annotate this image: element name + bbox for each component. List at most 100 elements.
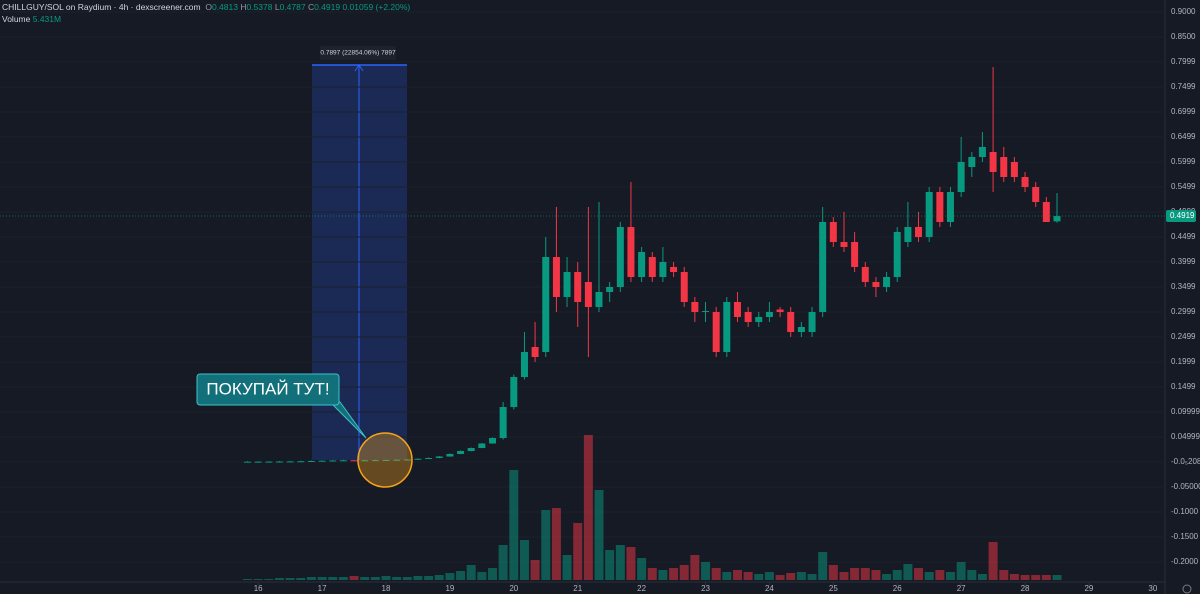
volume-bar [775, 575, 785, 580]
volume-bar [392, 577, 402, 580]
y-tick-label: 0.6499 [1171, 132, 1196, 141]
candle-body [595, 292, 603, 307]
volume-bar [882, 574, 892, 580]
candle-body [819, 222, 827, 312]
volume-bar [424, 576, 434, 580]
x-tick-label: 30 [1148, 584, 1157, 593]
candle-body [968, 157, 976, 167]
h-value: 0.5378 [246, 2, 273, 12]
candle-body [414, 458, 422, 460]
volume-bar [647, 568, 657, 580]
candle-body [329, 460, 337, 462]
y-tick-label: 0.3499 [1171, 282, 1196, 291]
candle-body [382, 460, 390, 461]
candle-body [1021, 177, 1029, 187]
volume-bar [977, 574, 987, 580]
candle-body [584, 282, 592, 307]
volume-bar [914, 568, 924, 580]
candle-body [787, 312, 795, 332]
x-tick-label: 17 [318, 584, 327, 593]
o-label: O [205, 2, 212, 12]
volume-bar [1009, 574, 1019, 580]
volume-bar [892, 570, 902, 580]
y-tick-label: 0.5999 [1171, 157, 1196, 166]
plot [0, 11, 1165, 580]
candle-body [1000, 157, 1008, 177]
volume-bar [530, 560, 540, 580]
volume-bar [626, 547, 636, 580]
measure-label-box [320, 46, 396, 60]
candle-body [435, 456, 443, 458]
candle-body [478, 443, 486, 448]
volume-bar [743, 572, 753, 580]
candle-body [275, 461, 283, 463]
candle-body [680, 272, 688, 302]
volume-bar [285, 578, 295, 580]
volume-bar [594, 490, 604, 580]
candle-body [883, 277, 891, 287]
volume-bar [360, 577, 370, 580]
candle-body [670, 267, 678, 272]
candle-body [733, 302, 741, 317]
volume-bar [669, 568, 679, 580]
candle-body [723, 302, 731, 352]
volume-bar [264, 579, 274, 580]
volume-bar [967, 570, 977, 580]
candle-body [861, 267, 869, 282]
candle-body [425, 458, 433, 459]
candle-body [616, 227, 624, 287]
y-tick-label: -0.0₅208 [1171, 457, 1200, 466]
candle-body [989, 152, 997, 172]
candle-body [510, 377, 518, 407]
candle-body [851, 242, 859, 267]
candle-body [1053, 216, 1061, 222]
settings-icon[interactable] [1182, 584, 1192, 594]
volume-bar [658, 570, 668, 580]
y-tick-label: -0.05000 [1171, 482, 1200, 491]
volume-bar [456, 571, 466, 580]
volume-bar [573, 523, 583, 580]
volume-bar [605, 550, 615, 580]
volume-bar [488, 568, 498, 580]
y-tick-label: 0.2499 [1171, 332, 1196, 341]
x-tick-label: 28 [1021, 584, 1030, 593]
callout-box [196, 373, 340, 406]
x-tick-label: 27 [957, 584, 966, 593]
candle-body [893, 232, 901, 277]
candle-body [797, 327, 805, 332]
volume-bar [722, 572, 732, 580]
volume-bar [338, 577, 348, 580]
candle-body [840, 242, 848, 247]
candle-body [574, 272, 582, 302]
volume-bar [413, 576, 423, 580]
volume-bar [370, 577, 380, 580]
candle-body [659, 262, 667, 277]
volume-bar [243, 579, 253, 580]
y-tick-label: 0.9000 [1171, 7, 1196, 16]
candle-body [467, 448, 475, 451]
x-tick-label: 24 [765, 584, 774, 593]
y-tick-label: -0.2000 [1171, 557, 1199, 566]
volume-bar [999, 570, 1009, 580]
volume-bar [924, 572, 934, 580]
volume-bar [562, 555, 572, 580]
candle-body [946, 192, 954, 222]
candle-body [244, 461, 252, 463]
candle-body [286, 461, 294, 463]
candle-body [712, 312, 720, 352]
y-tick-label: -0.1000 [1171, 507, 1199, 516]
candle-body [627, 227, 635, 277]
y-tick-label: 0.1499 [1171, 382, 1196, 391]
volume-bar [1041, 575, 1051, 580]
candle-body [829, 222, 837, 242]
volume-bar [509, 470, 519, 580]
y-tick-label: 0.2999 [1171, 307, 1196, 316]
y-tick-label: 0.7499 [1171, 82, 1196, 91]
candle-body [297, 461, 305, 463]
volume-bar [402, 577, 412, 580]
volume-bar [690, 555, 700, 580]
candle-body [691, 302, 699, 312]
last-price-label: 0.4919 [1170, 211, 1195, 220]
